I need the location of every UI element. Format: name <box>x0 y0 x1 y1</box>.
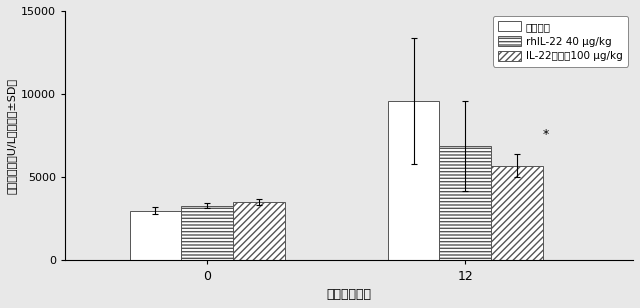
Y-axis label: アミラーゼ（U/L）（平均±SD）: アミラーゼ（U/L）（平均±SD） <box>7 78 17 194</box>
X-axis label: 時間（時間）: 時間（時間） <box>326 288 372 301</box>
Bar <box>181 205 233 261</box>
Text: *: * <box>542 128 548 141</box>
Bar <box>491 166 543 261</box>
Bar <box>233 202 285 261</box>
Bar <box>440 146 491 261</box>
Legend: モデル群, rhIL-22 40 μg/kg, IL-22二量体100 μg/kg: モデル群, rhIL-22 40 μg/kg, IL-22二量体100 μg/k… <box>493 16 628 67</box>
Bar <box>130 211 181 261</box>
Bar <box>388 101 440 261</box>
